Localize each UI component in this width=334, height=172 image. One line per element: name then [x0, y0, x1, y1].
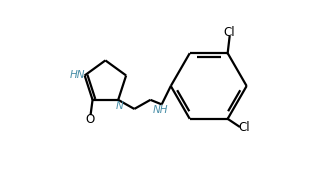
Text: O: O [85, 113, 95, 126]
Text: N: N [116, 100, 124, 111]
Text: Cl: Cl [224, 26, 235, 39]
Text: Cl: Cl [238, 121, 249, 134]
Text: NH: NH [153, 105, 169, 115]
Text: HN: HN [70, 70, 85, 80]
